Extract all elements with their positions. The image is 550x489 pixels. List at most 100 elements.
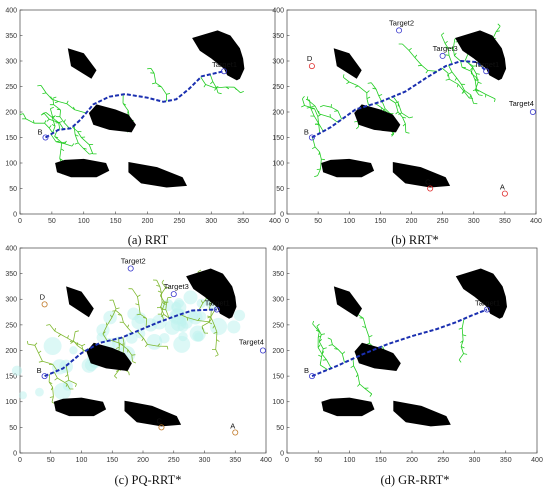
obstacle xyxy=(354,104,401,133)
tree-branch xyxy=(27,340,58,372)
x-tick-label: 100 xyxy=(76,457,88,464)
tree-branch xyxy=(449,38,462,62)
tree-branch xyxy=(69,330,86,352)
y-tick-label: 50 xyxy=(9,425,17,432)
obstacle xyxy=(321,158,375,178)
sample-halo xyxy=(143,318,158,332)
point-label: Target3 xyxy=(433,44,458,53)
x-tick-label: 400 xyxy=(260,457,272,464)
tree-branch xyxy=(301,95,321,134)
tree-branch xyxy=(49,96,70,129)
x-tick-label: 250 xyxy=(437,218,449,225)
obstacle xyxy=(354,342,401,371)
tree-branch xyxy=(460,61,496,103)
y-tick-label: 50 xyxy=(9,186,17,193)
point-label: Target4 xyxy=(509,99,534,108)
point-marker xyxy=(483,68,490,75)
point-marker xyxy=(308,134,315,141)
caption-a: (a) RRT xyxy=(128,233,169,247)
sample-halo xyxy=(35,387,44,397)
y-tick-label: 350 xyxy=(5,33,17,40)
sample-halo xyxy=(178,331,188,342)
y-tick-label: 400 xyxy=(5,245,17,252)
x-tick-label: 250 xyxy=(168,457,180,464)
tree-branch xyxy=(200,76,244,94)
x-tick-label: 300 xyxy=(199,457,211,464)
tree-branch xyxy=(42,112,56,134)
tree-branch xyxy=(316,323,328,371)
y-tick-label: 300 xyxy=(5,297,17,304)
point-label: Target3 xyxy=(164,282,189,291)
point-label: B xyxy=(38,128,43,137)
tree-branch xyxy=(40,113,64,130)
sample-halo xyxy=(173,298,184,309)
y-tick-label: 50 xyxy=(276,186,284,193)
y-tick-label: 200 xyxy=(272,348,284,355)
obstacle xyxy=(124,400,182,427)
y-tick-label: 0 xyxy=(280,211,284,218)
tree-branch xyxy=(458,318,468,363)
x-tick-label: 200 xyxy=(406,457,418,464)
point-label: Target1 xyxy=(475,299,500,308)
sample-halo xyxy=(53,382,72,400)
x-tick-label: 350 xyxy=(229,457,241,464)
obstacle xyxy=(186,268,237,319)
tree-branch xyxy=(102,299,120,342)
y-tick-label: 300 xyxy=(5,58,17,65)
tree-branch xyxy=(48,373,56,405)
point-marker xyxy=(158,424,165,431)
obstacle xyxy=(392,162,451,188)
x-tick-label: 0 xyxy=(18,457,22,464)
tree-branch xyxy=(350,358,373,397)
obstacle xyxy=(333,286,362,318)
tree-branch xyxy=(207,309,220,357)
y-tick-label: 100 xyxy=(5,399,17,406)
sample-halo xyxy=(209,317,228,336)
point-marker xyxy=(41,373,48,380)
point-marker xyxy=(220,68,227,75)
y-tick-label: 250 xyxy=(272,322,284,329)
tree-branch xyxy=(180,314,212,323)
obstacle xyxy=(67,48,97,79)
point-marker xyxy=(501,190,508,197)
panel-a: 0 50 100 150 200 250 300 350 4000501001502002503… xyxy=(5,7,281,225)
tree-branch xyxy=(398,43,438,74)
y-tick-label: 150 xyxy=(272,135,284,142)
tree-branch xyxy=(327,337,346,363)
sample-halo xyxy=(164,319,181,335)
tree-branch xyxy=(209,74,222,95)
point-marker xyxy=(396,27,403,34)
x-tick-label: 400 xyxy=(531,457,543,464)
y-tick-label: 0 xyxy=(280,450,284,457)
point-marker xyxy=(529,109,536,116)
tree-branch xyxy=(128,288,147,328)
y-tick-label: 150 xyxy=(5,135,17,142)
point-label: A xyxy=(500,183,505,192)
planned-path xyxy=(311,308,488,378)
sample-halo xyxy=(134,312,147,324)
point-marker xyxy=(483,306,490,313)
x-tick-label: 0 xyxy=(18,218,22,225)
x-tick-label: 100 xyxy=(344,457,356,464)
point-marker xyxy=(427,185,434,192)
point-marker xyxy=(439,52,446,59)
point-label: Target2 xyxy=(121,257,146,266)
sample-halo xyxy=(173,335,191,353)
tree-branch xyxy=(72,126,97,155)
y-tick-label: 350 xyxy=(5,271,17,278)
point-label: B xyxy=(304,128,309,137)
point-label: C xyxy=(425,178,431,187)
sample-halo xyxy=(11,365,23,376)
y-tick-label: 150 xyxy=(5,374,17,381)
obstacle xyxy=(192,30,245,81)
x-tick-label: 350 xyxy=(499,218,511,225)
y-tick-label: 250 xyxy=(5,84,17,91)
x-tick-label: 50 xyxy=(314,218,322,225)
x-tick-label: 300 xyxy=(468,218,480,225)
x-tick-label: 250 xyxy=(437,457,449,464)
y-tick-label: 400 xyxy=(272,7,284,14)
tree-branch xyxy=(312,320,332,369)
y-tick-label: 100 xyxy=(5,160,17,167)
y-tick-label: 100 xyxy=(272,160,284,167)
